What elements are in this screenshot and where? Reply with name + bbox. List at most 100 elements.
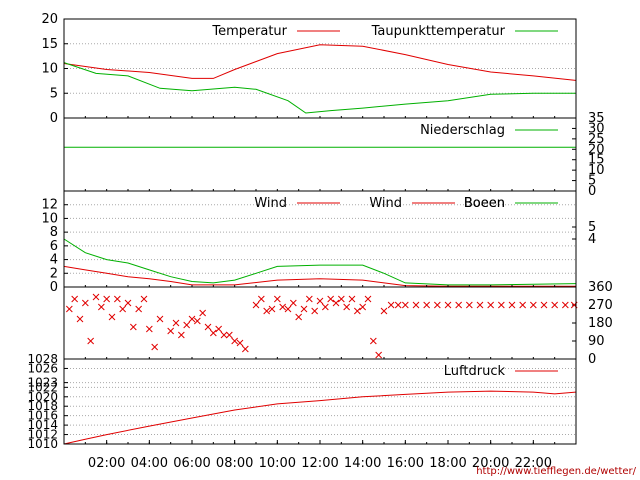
data-point: [561, 301, 569, 309]
data-point: [140, 295, 148, 303]
y-tick-label-right: 35: [588, 111, 605, 126]
data-point: [380, 307, 388, 315]
x-tick-label: 18:00: [429, 456, 466, 471]
data-point: [241, 345, 249, 353]
data-point: [225, 331, 233, 339]
x-tick-label: 22:00: [515, 456, 552, 471]
y-tick-label-right: 0: [588, 352, 596, 367]
y-tick-label: 1010: [27, 437, 58, 451]
legend-label: Luftdruck: [444, 364, 506, 379]
data-point: [97, 303, 105, 311]
data-point: [284, 305, 292, 313]
data-point: [311, 307, 319, 315]
data-point: [124, 299, 132, 307]
data-point: [316, 297, 324, 305]
y-tick-label: 1018: [27, 399, 58, 413]
y-tick-label-right: 5: [588, 174, 596, 189]
data-point: [231, 337, 239, 345]
data-point: [151, 343, 159, 351]
data-point: [252, 301, 260, 309]
data-point: [273, 295, 281, 303]
y-tick-label: 1028: [27, 352, 58, 366]
x-tick-label: 02:00: [88, 456, 125, 471]
y-tick-label-right: 0: [588, 184, 596, 199]
data-point: [204, 323, 212, 331]
data-point: [81, 299, 89, 307]
data-point: [199, 309, 207, 317]
x-tick-label: 12:00: [301, 456, 338, 471]
data-point: [487, 301, 495, 309]
data-point: [76, 315, 84, 323]
y-tick-label-right: 360: [588, 280, 613, 295]
data-point: [129, 323, 137, 331]
x-tick-label: 06:00: [173, 456, 210, 471]
legend-label: Boeen: [464, 196, 505, 211]
data-point: [103, 295, 111, 303]
y-tick-label: 1026: [27, 361, 58, 375]
data-point: [183, 321, 191, 329]
data-point: [321, 303, 329, 311]
data-point: [220, 331, 228, 339]
data-point: [394, 301, 402, 309]
data-point: [433, 301, 441, 309]
data-point: [348, 295, 356, 303]
data-point: [551, 301, 559, 309]
data-point: [135, 305, 143, 313]
data-point: [215, 325, 223, 333]
y-tick-label: 1014: [27, 418, 58, 432]
data-point: [145, 325, 153, 333]
data-point: [508, 301, 516, 309]
y-tick-label-right: 25: [588, 132, 605, 147]
data-point: [476, 301, 484, 309]
data-point: [540, 301, 548, 309]
series-line-temperature-0: [63, 44, 576, 81]
data-point: [401, 301, 409, 309]
data-point: [257, 295, 265, 303]
legend-label: Wind: [254, 196, 287, 211]
data-point: [279, 303, 287, 311]
y-tick-label-right: 4: [588, 232, 596, 247]
y-tick-label-right: 20: [588, 142, 605, 157]
x-tick-label: 08:00: [216, 456, 253, 471]
y-tick-label: 0: [50, 111, 58, 126]
y-tick-label-right: 180: [588, 316, 613, 331]
y-tick-label: 10: [41, 62, 58, 77]
y-tick-label: 0: [50, 280, 58, 295]
y-tick-label: 8: [50, 225, 58, 240]
y-tick-label-right: 270: [588, 298, 613, 313]
y-tick-label: 15: [41, 37, 58, 52]
y-tick-label: 12: [41, 198, 58, 213]
data-point: [119, 305, 127, 313]
data-point: [108, 313, 116, 321]
y-tick-label: 6: [50, 239, 58, 254]
legend-label: Temperatur: [211, 24, 287, 39]
credit-text: http://www.tiefflegen.de/wetter/: [476, 466, 636, 477]
legend-label: Taupunkttemperatur: [371, 24, 506, 39]
data-point: [332, 299, 340, 307]
series-line-temperature-1: [63, 62, 576, 114]
x-tick-label: 16:00: [387, 456, 424, 471]
y-tick-label-right: 90: [588, 334, 605, 349]
y-tick-label-right: 15: [588, 153, 605, 168]
data-point: [156, 315, 164, 323]
data-point: [337, 295, 345, 303]
data-point: [268, 305, 276, 313]
data-point: [92, 293, 100, 301]
data-point: [236, 339, 244, 347]
x-tick-label: 20:00: [472, 456, 509, 471]
data-point: [188, 315, 196, 323]
data-point: [327, 295, 335, 303]
data-point: [289, 299, 297, 307]
y-tick-label: 1023: [27, 376, 58, 390]
data-point: [172, 319, 180, 327]
data-point: [167, 327, 175, 335]
data-point: [305, 295, 313, 303]
y-tick-label: 20: [41, 12, 58, 27]
legend-label: Boeen: [464, 196, 505, 211]
data-point: [193, 317, 201, 325]
y-tick-label-right: 10: [588, 163, 605, 178]
data-point: [113, 295, 121, 303]
x-tick-label: 10:00: [259, 456, 296, 471]
y-tick-label: 4: [50, 253, 58, 268]
